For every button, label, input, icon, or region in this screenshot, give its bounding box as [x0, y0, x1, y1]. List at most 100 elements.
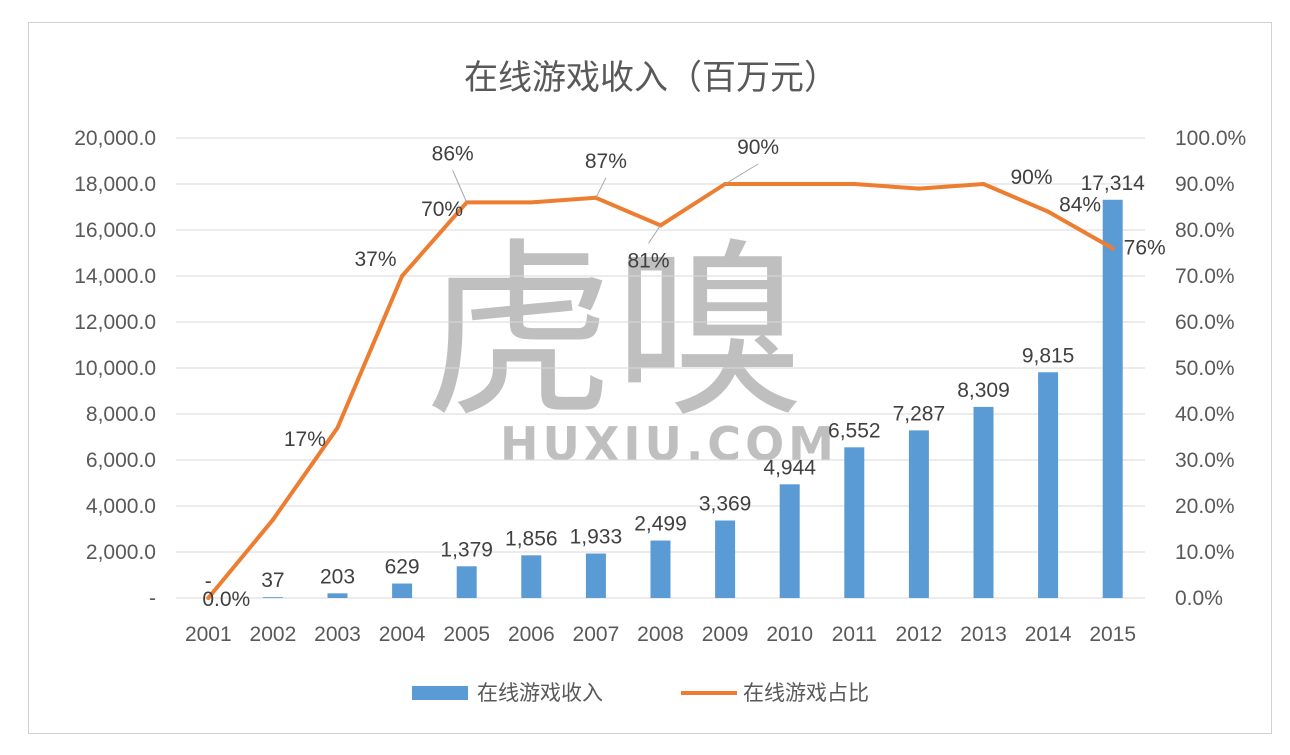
y-right-tick-label: 0.0%: [1175, 587, 1223, 610]
watermark-logo: 虎嗅: [424, 222, 804, 443]
bar: [1038, 372, 1059, 598]
line-data-label: 84%: [1059, 194, 1101, 217]
bar-data-label: -: [205, 570, 212, 593]
legend-label-line: 在线游戏占比: [743, 681, 869, 705]
line-data-label: 86%: [432, 142, 474, 165]
line-data-label: 87%: [585, 150, 627, 173]
line-point: [529, 200, 534, 205]
line-data-label: 70%: [421, 198, 463, 221]
y-right-tick-label: 90.0%: [1175, 173, 1235, 196]
bar-data-label: 3,369: [699, 493, 752, 516]
line-point: [916, 186, 921, 191]
bar: [521, 555, 542, 598]
line-data-label: 17%: [284, 428, 326, 451]
bar: [1102, 199, 1123, 598]
right-axis: 0.0% 10.0% 20.0% 30.0% 40.0% 50.0% 60.0% 70.0% 8…: [1175, 127, 1246, 610]
y-left-tick-label: 10,000.0: [74, 357, 156, 380]
bar: [456, 566, 477, 598]
bar-data-label: 37: [261, 569, 284, 592]
x-tick-label: 2009: [702, 623, 749, 646]
y-left-tick-label: 14,000.0: [74, 265, 156, 288]
bar-data-label: 17,314: [1081, 172, 1146, 195]
line-data-label: 90%: [737, 136, 779, 159]
line-point: [852, 182, 857, 186]
bar: [715, 520, 736, 598]
x-tick-label: 2015: [1089, 623, 1136, 646]
leader-line: [452, 170, 468, 203]
bar-data-labels: - 37 203 629 1,379 1,856 1,933 2,499 3,369 4,944 6…: [205, 172, 1145, 593]
bar-data-label: 8,309: [957, 379, 1010, 402]
y-left-tick-label: 6,000.0: [86, 449, 156, 472]
line-data-label: 76%: [1124, 236, 1166, 259]
bar-data-label: 2,499: [634, 513, 687, 536]
x-tick-label: 2012: [896, 623, 943, 646]
y-right-tick-label: 80.0%: [1175, 219, 1235, 242]
line-point: [206, 596, 211, 600]
bar-data-label: 7,287: [893, 402, 946, 425]
bar: [650, 540, 671, 598]
combo-chart: 在线游戏收入（百万元） 虎嗅 HUXIU.COM - 2,000.0 4,000.0…: [74, 58, 1246, 705]
x-tick-label: 2003: [314, 623, 361, 646]
bar: [585, 553, 606, 598]
line-point: [1046, 209, 1051, 214]
bar: [779, 484, 800, 598]
y-left-tick-label: 20,000.0: [74, 127, 156, 150]
x-tick-label: 2008: [637, 623, 684, 646]
y-right-tick-label: 40.0%: [1175, 403, 1235, 426]
y-left-tick-label: 16,000.0: [74, 219, 156, 242]
bar-data-label: 9,815: [1022, 344, 1075, 367]
x-tick-label: 2007: [573, 623, 620, 646]
y-right-tick-label: 50.0%: [1175, 357, 1235, 380]
y-left-tick-label: 18,000.0: [74, 173, 156, 196]
line-point: [787, 182, 792, 186]
x-tick-label: 2010: [766, 623, 813, 646]
bar-series: [262, 199, 1123, 598]
line-data-label: 81%: [627, 249, 669, 272]
legend-label-bar: 在线游戏收入: [477, 681, 603, 705]
bar-data-label: 1,856: [505, 527, 558, 550]
x-tick-label: 2011: [832, 623, 877, 646]
left-axis: - 2,000.0 4,000.0 6,000.0 8,000.0 10,000.0 12,…: [74, 127, 156, 610]
y-right-tick-label: 60.0%: [1175, 311, 1235, 334]
bar: [262, 597, 283, 598]
line-data-label: 37%: [354, 248, 396, 271]
y-left-tick-label: -: [149, 587, 156, 610]
watermark-url: HUXIU.COM: [500, 417, 838, 471]
bar-data-label: 4,944: [763, 456, 816, 479]
bar: [973, 406, 994, 598]
y-right-tick-label: 100.0%: [1175, 127, 1246, 150]
x-tick-label: 2002: [250, 623, 297, 646]
line-point: [270, 517, 275, 522]
line-point: [335, 425, 340, 430]
watermark: 虎嗅 HUXIU.COM: [424, 222, 838, 471]
bar-data-label: 1,933: [570, 526, 623, 549]
x-tick-label: 2013: [960, 623, 1007, 646]
y-right-tick-label: 30.0%: [1175, 449, 1235, 472]
line-data-label: 0.0%: [202, 588, 250, 611]
bar-data-label: 1,379: [440, 538, 493, 561]
y-left-tick-label: 8,000.0: [86, 403, 156, 426]
leader-line: [724, 163, 759, 185]
y-right-tick-label: 70.0%: [1175, 265, 1235, 288]
legend-swatch-bar: [412, 686, 468, 700]
x-tick-label: 2014: [1025, 623, 1072, 646]
x-tick-label: 2006: [508, 623, 555, 646]
line-data-label: 90%: [1010, 166, 1052, 189]
bar-data-label: 203: [320, 565, 355, 588]
y-left-tick-label: 12,000.0: [74, 311, 156, 334]
bar: [327, 593, 348, 598]
y-left-tick-label: 2,000.0: [86, 541, 156, 564]
chart-frame: 在线游戏收入（百万元） 虎嗅 HUXIU.COM - 2,000.0 4,000.0…: [28, 22, 1272, 734]
line-point: [1110, 246, 1115, 251]
leader-line: [648, 225, 661, 244]
bar: [844, 447, 865, 598]
bar: [392, 583, 413, 598]
y-left-tick-label: 4,000.0: [86, 495, 156, 518]
y-right-tick-label: 10.0%: [1175, 541, 1235, 564]
chart-title: 在线游戏收入（百万元）: [464, 58, 838, 98]
bar: [908, 430, 929, 598]
leader-line: [595, 177, 607, 199]
bar-data-label: 629: [385, 556, 420, 579]
y-right-tick-label: 20.0%: [1175, 495, 1235, 518]
legend: 在线游戏收入 在线游戏占比: [412, 681, 869, 705]
